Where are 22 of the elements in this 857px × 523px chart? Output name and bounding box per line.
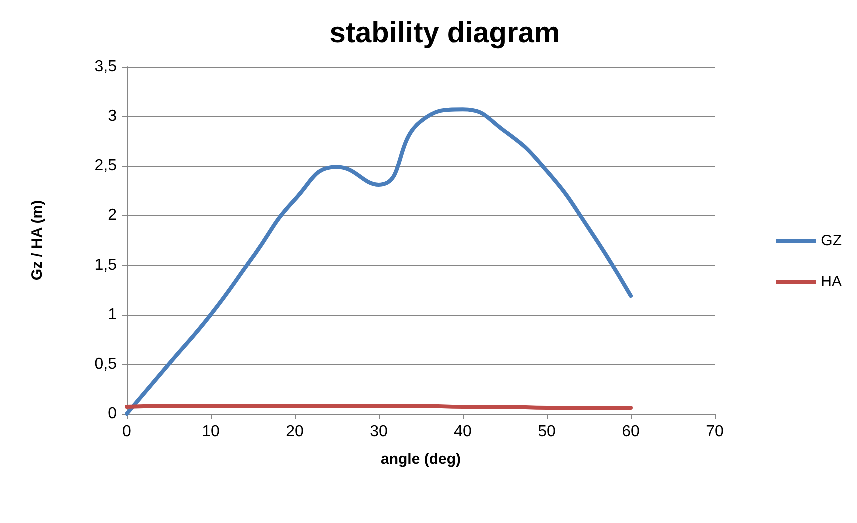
x-tick-label: 10 xyxy=(202,424,220,440)
y-tick-label: 1,5 xyxy=(94,256,118,274)
legend-label: GZ xyxy=(821,232,842,250)
x-tick-label: 20 xyxy=(286,424,304,440)
x-tick-label: 50 xyxy=(538,424,556,440)
x-tick-label: 40 xyxy=(454,424,472,440)
line-series xyxy=(125,108,633,416)
x-axis-title: angle (deg) xyxy=(380,451,462,468)
y-tick-label: 0,5 xyxy=(94,356,118,373)
y-tick-label: 1 xyxy=(108,306,118,324)
x-tick-label: 60 xyxy=(622,424,640,440)
x-tick-label: 30 xyxy=(370,424,388,440)
y-tick-label: 3 xyxy=(108,108,118,126)
x-tick-label: 70 xyxy=(706,424,724,440)
y-tick-label: 2 xyxy=(108,207,118,224)
chart-title: stability diagram xyxy=(330,18,560,50)
y-tick-label: 2,5 xyxy=(94,158,118,175)
legend-label: HA xyxy=(821,274,842,290)
y-tick-label: 3,5 xyxy=(94,58,118,76)
y-tick-label: 0 xyxy=(108,406,118,422)
y-axis-title: Gz / HA (m) xyxy=(29,200,46,281)
x-tick-label: 0 xyxy=(122,424,132,440)
